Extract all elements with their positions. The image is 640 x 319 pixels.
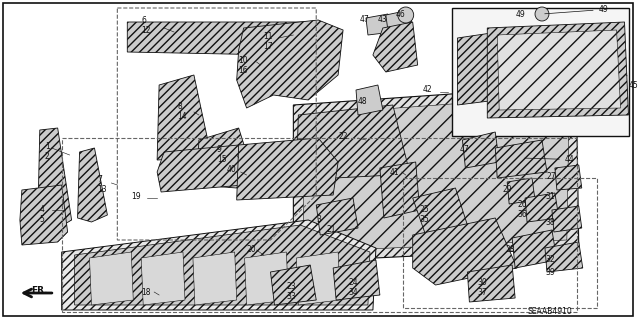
Text: 20: 20 [246, 245, 256, 254]
Polygon shape [555, 165, 582, 190]
Text: 13: 13 [97, 185, 107, 194]
Text: 41: 41 [390, 168, 399, 177]
Text: SEAAB4910: SEAAB4910 [527, 307, 572, 316]
Text: 21: 21 [326, 225, 336, 234]
Text: 11: 11 [264, 32, 273, 41]
Polygon shape [237, 20, 343, 108]
Polygon shape [157, 75, 209, 160]
Text: 12: 12 [141, 26, 150, 35]
Text: 17: 17 [264, 42, 273, 51]
Polygon shape [244, 252, 289, 305]
Text: 32: 32 [545, 255, 555, 264]
Text: 28: 28 [505, 245, 515, 254]
Text: 43: 43 [378, 15, 388, 24]
Text: 47: 47 [360, 15, 370, 24]
Text: 29: 29 [502, 185, 512, 194]
Text: 18: 18 [141, 288, 150, 297]
Polygon shape [237, 138, 338, 200]
Text: 4: 4 [40, 205, 45, 214]
Polygon shape [296, 252, 340, 305]
Text: 49: 49 [515, 10, 525, 19]
Text: 42: 42 [422, 85, 432, 94]
Polygon shape [386, 10, 413, 30]
Polygon shape [545, 242, 583, 272]
Polygon shape [495, 140, 547, 178]
Text: 30: 30 [477, 278, 487, 287]
Text: 39: 39 [545, 268, 555, 277]
Polygon shape [127, 22, 313, 55]
Text: 16: 16 [239, 66, 248, 75]
Text: 35: 35 [420, 215, 429, 224]
Polygon shape [197, 128, 253, 188]
Polygon shape [463, 132, 499, 168]
Text: 44: 44 [525, 155, 575, 164]
Polygon shape [303, 98, 569, 252]
Text: 6: 6 [141, 16, 146, 25]
Text: 22: 22 [338, 132, 348, 141]
Polygon shape [193, 252, 237, 305]
Text: 37: 37 [477, 288, 487, 297]
Text: 25: 25 [420, 205, 429, 214]
Polygon shape [75, 225, 370, 305]
Text: 38: 38 [545, 218, 555, 227]
Text: 5: 5 [40, 215, 45, 224]
Text: 15: 15 [217, 155, 227, 164]
Polygon shape [356, 85, 383, 115]
Text: 40: 40 [227, 165, 237, 174]
Polygon shape [296, 105, 408, 180]
Polygon shape [38, 128, 72, 230]
Text: 10: 10 [239, 56, 248, 65]
Text: 49: 49 [545, 5, 609, 14]
Text: 47: 47 [460, 145, 469, 154]
Text: 45: 45 [627, 75, 638, 90]
Text: 48: 48 [358, 97, 367, 106]
Polygon shape [552, 206, 582, 232]
Polygon shape [458, 28, 537, 105]
Polygon shape [380, 162, 420, 218]
Polygon shape [333, 260, 380, 300]
Text: 3: 3 [316, 215, 321, 224]
Polygon shape [20, 185, 68, 245]
Text: 9: 9 [217, 145, 221, 154]
Polygon shape [90, 252, 133, 305]
Text: FR.: FR. [31, 286, 48, 295]
Text: 26: 26 [517, 200, 527, 209]
Text: 36: 36 [517, 210, 527, 219]
Polygon shape [525, 193, 559, 222]
Circle shape [398, 7, 413, 23]
Text: 14: 14 [177, 112, 187, 121]
Text: 27: 27 [547, 172, 557, 181]
Polygon shape [467, 265, 515, 302]
Text: 46: 46 [396, 10, 406, 19]
Polygon shape [316, 198, 358, 235]
Polygon shape [366, 14, 393, 35]
Polygon shape [293, 88, 579, 262]
Text: 33: 33 [287, 292, 296, 301]
Polygon shape [487, 22, 628, 118]
Polygon shape [77, 148, 108, 222]
Bar [452, 8, 630, 136]
Text: 24: 24 [348, 278, 358, 287]
Text: 1: 1 [45, 142, 49, 151]
Polygon shape [413, 188, 467, 235]
Text: 2: 2 [45, 152, 49, 161]
Text: 8: 8 [177, 102, 182, 111]
Polygon shape [507, 178, 535, 204]
Text: 23: 23 [287, 282, 296, 291]
Text: 7: 7 [97, 175, 102, 184]
Text: 34: 34 [348, 288, 358, 297]
Circle shape [535, 7, 549, 21]
Polygon shape [61, 220, 376, 310]
Polygon shape [413, 218, 517, 285]
Polygon shape [141, 252, 185, 305]
Text: 31: 31 [545, 192, 555, 201]
Polygon shape [497, 30, 621, 110]
Polygon shape [512, 230, 557, 268]
Polygon shape [157, 145, 246, 192]
Polygon shape [271, 265, 316, 305]
Text: 19: 19 [131, 192, 141, 201]
Polygon shape [373, 22, 418, 72]
